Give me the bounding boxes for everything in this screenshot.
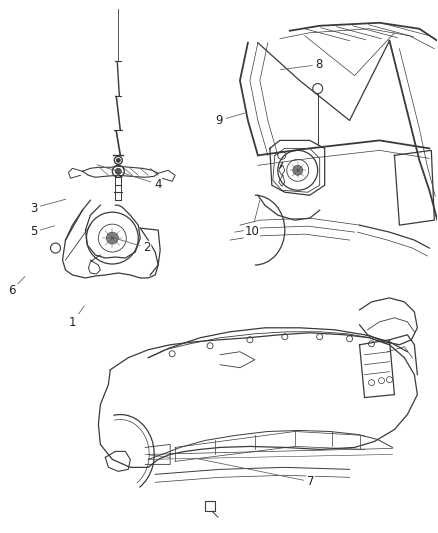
Text: 1: 1 <box>69 306 84 329</box>
Text: 9: 9 <box>215 113 245 127</box>
Text: 2: 2 <box>115 238 151 254</box>
Text: 4: 4 <box>97 165 162 191</box>
Text: 8: 8 <box>281 58 323 71</box>
Circle shape <box>115 168 121 174</box>
Circle shape <box>117 158 120 163</box>
Circle shape <box>293 165 303 175</box>
Text: 10: 10 <box>244 200 260 238</box>
Text: 5: 5 <box>30 225 55 238</box>
Text: 6: 6 <box>8 277 25 297</box>
Text: 3: 3 <box>30 199 66 215</box>
Text: 7: 7 <box>195 458 314 488</box>
Circle shape <box>106 232 118 244</box>
